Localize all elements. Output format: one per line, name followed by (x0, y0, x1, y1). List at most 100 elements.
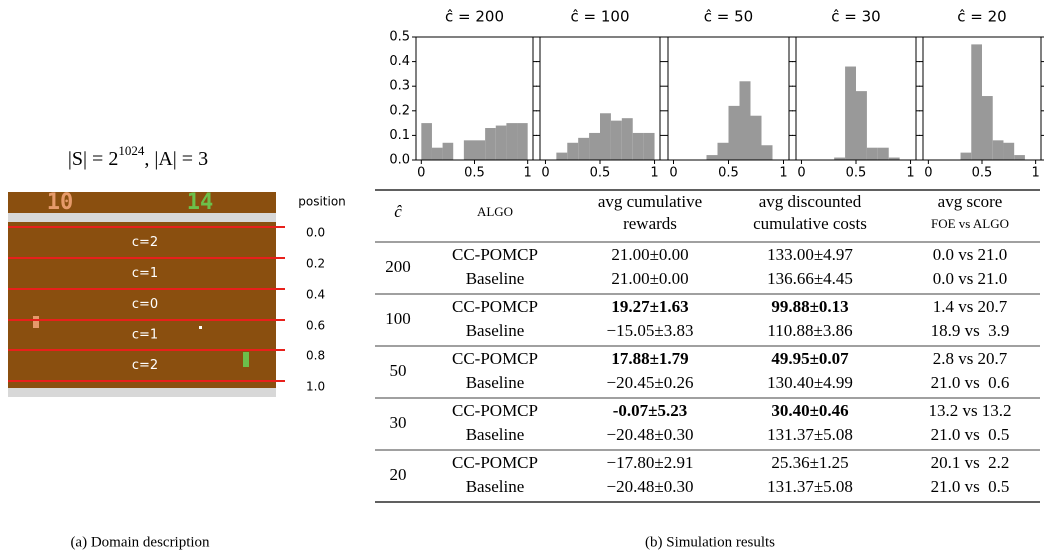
bar (866, 147, 878, 160)
field (8, 222, 276, 388)
table-header: FOE vs ALGO (931, 216, 1009, 231)
lane-label: c=2 (132, 235, 158, 250)
table-cell: 21.0 vs 0.6 (931, 373, 1010, 392)
bar (706, 155, 718, 160)
bar (495, 125, 507, 160)
table-header: avg score (938, 192, 1003, 211)
bar (1003, 142, 1015, 160)
table-cell: 17.88±1.79 (611, 349, 688, 368)
bar (643, 132, 655, 160)
x-tick-label: 0.5 (718, 166, 739, 181)
table-cell: 130.40±4.99 (767, 373, 853, 392)
position-label: 0.2 (306, 257, 325, 271)
score-left: 10 (47, 190, 74, 215)
bar (610, 120, 622, 160)
table-cell: −20.48±0.30 (607, 425, 694, 444)
caption-b: (b) Simulation results (645, 534, 775, 550)
paddle-right (243, 352, 249, 367)
bar (750, 115, 762, 160)
panel-title: ĉ = 200 (445, 8, 504, 26)
table-cell: −20.48±0.30 (607, 477, 694, 496)
x-tick-label: 0.5 (846, 166, 867, 181)
position-label: 0.4 (306, 288, 325, 302)
bar (834, 157, 846, 160)
x-tick-label: 1 (779, 166, 787, 181)
table-cell: 13.2 vs 13.2 (928, 401, 1011, 420)
table-cell: 21.00±0.00 (611, 269, 688, 288)
panel-title: ĉ = 20 (957, 8, 1006, 26)
y-tick-label: 0.2 (389, 103, 410, 118)
table-header: rewards (623, 214, 677, 233)
x-tick-label: 0.5 (464, 166, 485, 181)
bar (877, 147, 889, 160)
table-cell: 110.88±3.86 (767, 321, 852, 340)
y-tick-label: 0.1 (389, 128, 410, 143)
bar (960, 152, 972, 160)
c-value: 50 (390, 361, 407, 380)
table-cell: Baseline (466, 373, 525, 392)
position-label: 0.8 (306, 349, 325, 363)
formula-exponent: 1024 (118, 143, 145, 158)
table-cell: 21.00±0.00 (611, 245, 688, 264)
bar (621, 118, 633, 160)
lane-label: c=1 (132, 266, 158, 281)
table-cell: 20.1 vs 2.2 (931, 453, 1010, 472)
x-tick-label: 0 (417, 166, 425, 181)
position-label: 1.0 (306, 380, 325, 394)
panel-title: ĉ = 100 (571, 8, 630, 26)
bar (463, 140, 475, 160)
table-cell: CC-POMCP (452, 297, 538, 316)
table-cell: 49.95±0.07 (771, 349, 849, 368)
table-cell: 136.66±4.45 (767, 269, 853, 288)
table-cell: −15.05±3.83 (607, 321, 694, 340)
wall-top (8, 213, 276, 222)
bar (474, 140, 486, 160)
x-tick-label: 1 (906, 166, 914, 181)
bar (485, 128, 496, 160)
x-tick-label: 0 (541, 166, 549, 181)
x-tick-label: 0.5 (972, 166, 993, 181)
table-cell: Baseline (466, 425, 525, 444)
paddle-left (33, 316, 39, 328)
panel-title: ĉ = 30 (831, 8, 880, 26)
table-cell: 30.40±0.46 (771, 401, 848, 420)
c-value: 200 (385, 257, 411, 276)
bar (632, 132, 644, 160)
table-cell: CC-POMCP (452, 245, 538, 264)
bar (578, 137, 590, 160)
x-tick-label: 0 (797, 166, 805, 181)
table-cell: CC-POMCP (452, 349, 538, 368)
table-cell: 133.00±4.97 (767, 245, 853, 264)
table-cell: 131.37±5.08 (767, 477, 853, 496)
wall-bottom (8, 388, 276, 397)
table-header: ALGO (477, 204, 513, 219)
score-right: 14 (187, 190, 214, 215)
bar (971, 44, 982, 160)
bar (739, 81, 751, 160)
table-cell: 99.88±0.13 (771, 297, 848, 316)
table-cell: -0.07±5.23 (613, 401, 688, 420)
table-cell: Baseline (466, 269, 525, 288)
y-tick-label: 0.3 (389, 79, 410, 94)
bar (728, 105, 740, 160)
table-cell: −20.45±0.26 (607, 373, 694, 392)
y-tick-label: 0.4 (389, 54, 410, 69)
bar (567, 142, 579, 160)
c-value: 100 (385, 309, 411, 328)
table-cell: 18.9 vs 3.9 (931, 321, 1010, 340)
position-label: 0.0 (306, 226, 325, 240)
y-tick-label: 0.0 (389, 153, 410, 168)
x-tick-label: 1 (1031, 166, 1039, 181)
x-tick-label: 1 (524, 166, 532, 181)
bar (717, 142, 729, 160)
bar (600, 113, 611, 160)
table-cell: 25.36±1.25 (771, 453, 848, 472)
score-band (8, 192, 276, 213)
bar (761, 145, 773, 160)
x-tick-label: 1 (650, 166, 658, 181)
lane-label: c=1 (132, 328, 158, 343)
table-cell: CC-POMCP (452, 453, 538, 472)
table-cell: Baseline (466, 477, 525, 496)
bar (888, 157, 900, 160)
